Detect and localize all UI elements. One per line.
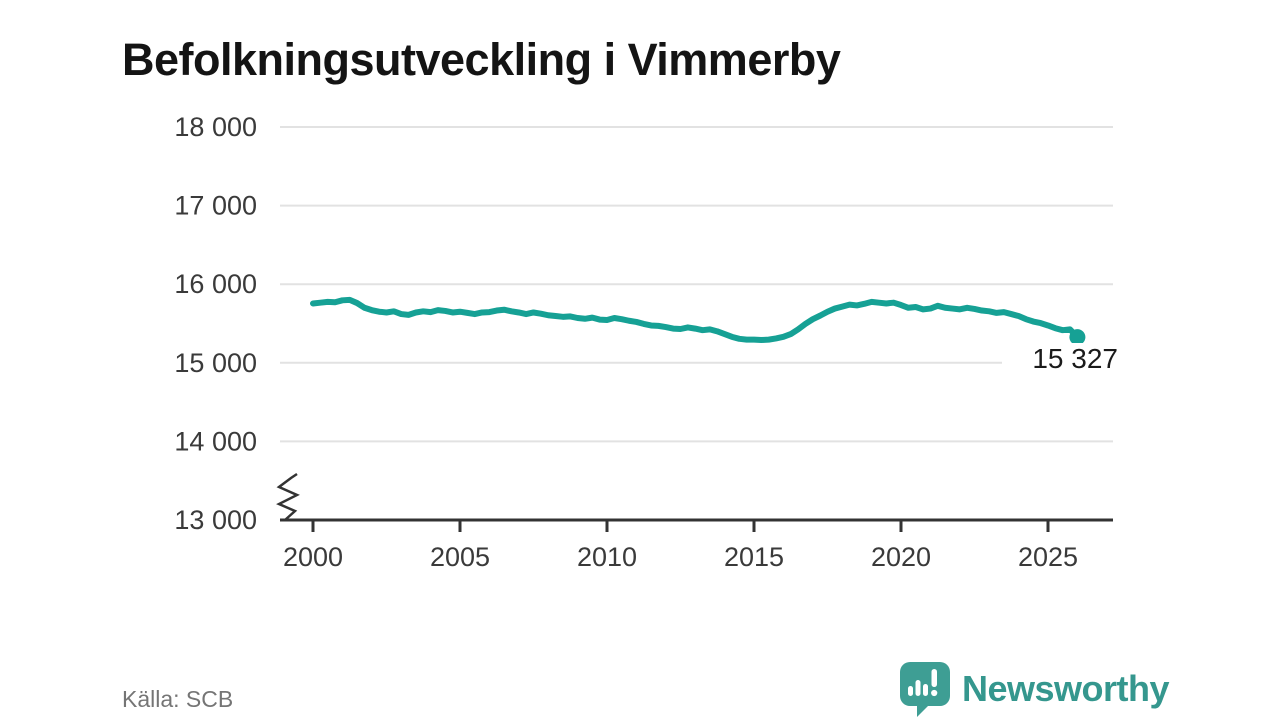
chart-title: Befolkningsutveckling i Vimmerby bbox=[122, 34, 841, 86]
last-value-label: 15 327 bbox=[1002, 343, 1118, 375]
y-tick-label-18000: 18 000 bbox=[174, 112, 257, 142]
last-point-marker bbox=[1069, 329, 1086, 346]
y-tick-label-16000: 16 000 bbox=[174, 269, 257, 299]
x-tick-label-2010: 2010 bbox=[577, 542, 637, 572]
newsworthy-branding: Newsworthy bbox=[898, 660, 1170, 718]
newsworthy-wordmark: Newsworthy bbox=[962, 668, 1170, 709]
y-tick-label-13000: 13 000 bbox=[174, 505, 257, 535]
y-axis-break-icon bbox=[276, 472, 300, 521]
x-tick-label-2025: 2025 bbox=[1018, 542, 1078, 572]
y-tick-label-14000: 14 000 bbox=[174, 426, 257, 456]
x-tick-label-2000: 2000 bbox=[283, 542, 343, 572]
y-tick-label-17000: 17 000 bbox=[174, 191, 257, 221]
population-series-line bbox=[310, 296, 1081, 344]
newsworthy-logo-icon bbox=[900, 662, 950, 717]
x-tick-label-2020: 2020 bbox=[871, 542, 931, 572]
y-tick-label-15000: 15 000 bbox=[174, 348, 257, 378]
source-attribution: Källa: SCB bbox=[122, 686, 234, 712]
x-tick-label-2015: 2015 bbox=[724, 542, 784, 572]
x-tick-label-2005: 2005 bbox=[430, 542, 490, 572]
